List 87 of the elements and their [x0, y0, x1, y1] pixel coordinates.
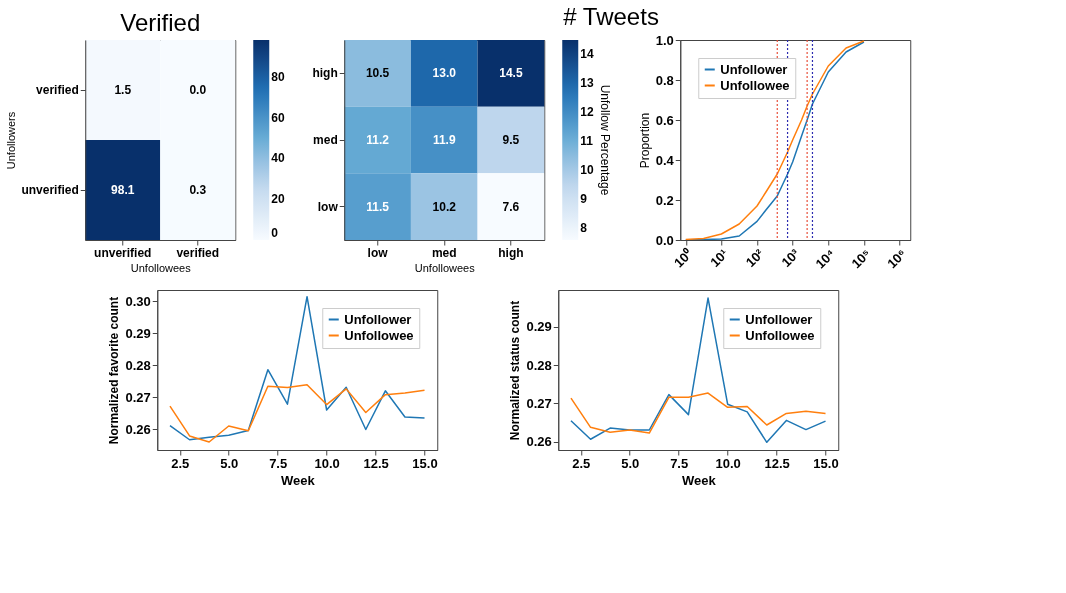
x-tick-label: 5.0	[220, 455, 239, 471]
x-axis-title: Unfollowees	[130, 261, 192, 274]
x-axis-title: Week	[681, 472, 717, 488]
x-tick-label: 15.0	[813, 455, 839, 471]
legend-label: Unfollowee	[344, 327, 414, 343]
x-tick-label: 7.5	[269, 455, 288, 471]
color-bar-label: 9	[580, 192, 588, 207]
y-axis-title: Unfollowers	[5, 111, 18, 170]
x-axis-title: Unfollowees	[414, 261, 476, 274]
y-tick-label: 0.30	[125, 293, 151, 309]
data-label: 1.5	[114, 83, 132, 97]
y-tick-label: 0.27	[526, 395, 552, 411]
x-tick-label: verified	[176, 245, 220, 260]
x-tick-label: 5.0	[621, 455, 640, 471]
x-tick-label: 10⁴	[812, 246, 838, 272]
data-label: 11.5	[366, 199, 390, 214]
x-tick-label: 10²	[742, 245, 768, 270]
color-bar-label: 40	[271, 151, 285, 166]
color-bar-label: 80	[271, 69, 285, 84]
data-label: 10.5	[365, 66, 390, 81]
legend-label: Unfollower	[344, 311, 412, 327]
data-label: 10.2	[432, 199, 457, 214]
x-tick-label: 10³	[778, 245, 803, 270]
data-label: 0.0	[189, 83, 207, 97]
line-series	[169, 383, 426, 443]
chart-title: Verified	[120, 9, 201, 36]
y-tick-label: 0.8	[655, 72, 674, 88]
line-series	[169, 295, 426, 441]
x-tick-label: 10¹	[707, 246, 732, 270]
legend-label: Unfollowee	[720, 77, 790, 93]
data-label: 7.6	[502, 199, 520, 214]
legend-label: Unfollower	[745, 311, 813, 327]
color-bar-label: 60	[271, 110, 285, 125]
line-series	[570, 392, 827, 434]
data-label: 11.9	[432, 133, 456, 147]
y-tick-label: 0.28	[526, 357, 552, 373]
x-tick-label: 10.0	[715, 455, 741, 471]
line-series	[570, 297, 827, 444]
x-tick-label: 12.5	[363, 455, 389, 471]
y-tick-label: 0.0	[655, 232, 674, 248]
data-label: 13.0	[432, 66, 457, 81]
y-tick-label: med	[313, 133, 338, 147]
y-axis-title: Normalized favorite count	[107, 296, 122, 445]
y-tick-label: 0.27	[125, 389, 151, 405]
y-axis-title: Proportion	[637, 112, 652, 169]
x-tick-label: 12.5	[764, 455, 790, 471]
x-tick-label: 10⁵	[848, 246, 874, 272]
x-tick-label: 7.5	[670, 455, 689, 471]
y-tick-label: low	[317, 199, 339, 214]
x-tick-label: 10⁰	[671, 246, 696, 271]
y-tick-label: 0.28	[125, 357, 151, 373]
x-axis-title: Week	[280, 472, 316, 488]
color-bar-label: 12	[580, 105, 594, 120]
y-tick-label: 0.29	[125, 325, 151, 341]
color-bar-label: 0	[271, 226, 279, 240]
y-tick-label: high	[312, 66, 338, 81]
x-tick-label: low	[367, 245, 389, 260]
y-tick-label: 0.26	[526, 434, 552, 450]
x-tick-label: med	[431, 245, 457, 260]
legend-label: Unfollowee	[745, 327, 815, 343]
color-bar-label: 10	[580, 163, 594, 178]
color-bar-label: 8	[580, 221, 588, 236]
data-label: 0.3	[189, 183, 207, 197]
y-axis-title: Normalized status count	[508, 300, 523, 441]
x-tick-label: 10.0	[314, 455, 340, 471]
x-tick-label: 2.5	[171, 455, 190, 471]
y-tick-label: 0.2	[655, 192, 674, 208]
legend-label: Unfollower	[720, 61, 788, 77]
color-bar-title: Unfollow Percentage	[598, 84, 613, 196]
color-bar-label: 20	[271, 192, 285, 207]
y-tick-label: 0.6	[655, 112, 674, 128]
y-tick-label: 0.4	[655, 152, 675, 168]
text: # Tweets	[563, 2, 659, 30]
data-label: 14.5	[499, 66, 523, 81]
x-tick-label: 10⁶	[884, 246, 910, 272]
x-tick-label: 2.5	[572, 455, 591, 471]
x-tick-label: 15.0	[412, 455, 438, 471]
x-tick-label: high	[498, 245, 524, 260]
color-bar-label: 13	[580, 76, 594, 91]
data-label: 9.5	[502, 133, 520, 147]
data-label: 98.1	[111, 183, 135, 197]
data-label: 11.2	[366, 133, 390, 147]
y-tick-label: 1.0	[655, 32, 674, 48]
color-bar-label: 14	[580, 47, 594, 62]
color-bar-label: 11	[580, 134, 594, 149]
y-tick-label: 0.26	[125, 421, 151, 437]
y-tick-label: 0.29	[526, 319, 552, 335]
